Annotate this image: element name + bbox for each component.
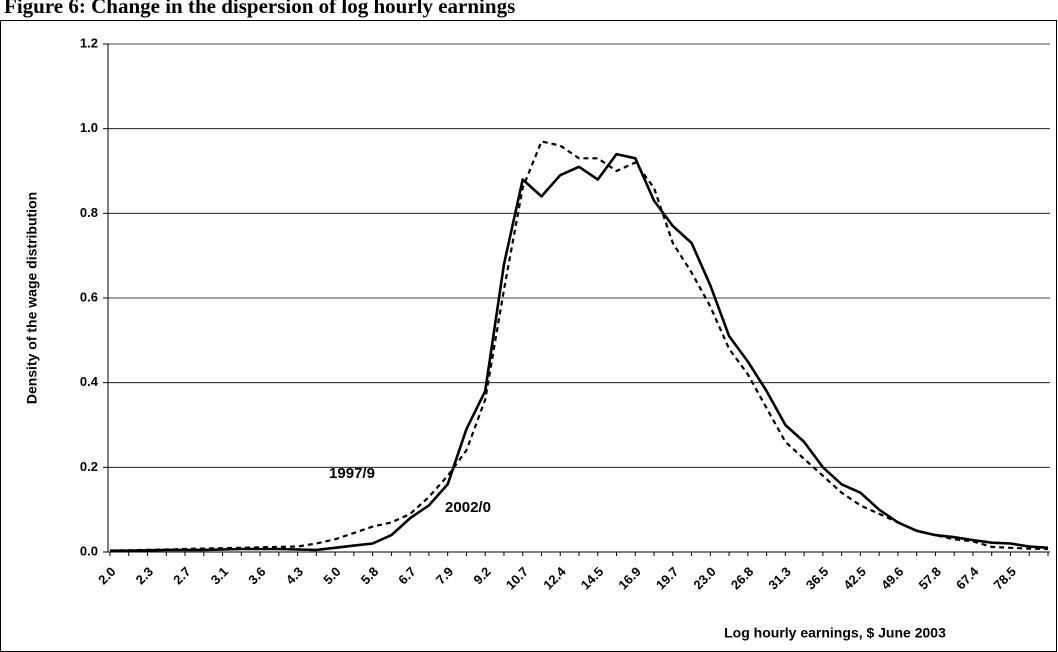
- annotation: 1997/9: [329, 465, 375, 482]
- annotation: 2002/0: [445, 499, 491, 516]
- y-tick-label: 0.2: [80, 459, 98, 474]
- y-tick-label: 0.0: [80, 543, 98, 558]
- x-tick-label: 42.5: [840, 564, 869, 593]
- x-tick-label: 16.9: [615, 564, 644, 593]
- x-tick-label: 12.4: [540, 563, 569, 592]
- x-tick-label: 7.9: [433, 564, 456, 587]
- y-tick-label: 0.6: [80, 289, 98, 304]
- line-series: [109, 140, 1049, 552]
- frame: [0, 20, 1057, 652]
- x-tick-label: 19.7: [653, 564, 682, 593]
- x-tick-label: 36.5: [803, 564, 832, 593]
- x-tick-label: 4.3: [283, 564, 306, 587]
- x-tick-label: 23.0: [690, 564, 719, 593]
- x-tick-label: 2.7: [170, 564, 193, 587]
- y-tick-label: 0.8: [80, 205, 98, 220]
- y-tick-label: 0.4: [80, 374, 99, 389]
- x-tick-label: 26.8: [728, 564, 757, 593]
- x-tick-label: 14.5: [578, 564, 607, 593]
- x-tick-label: 6.7: [395, 564, 418, 587]
- x-axis-title: Log hourly earnings, $ June 2003: [724, 625, 946, 641]
- y-tick-label: 1.0: [80, 120, 98, 135]
- line-series: [110, 152, 1049, 552]
- x-tick-label: 5.8: [358, 564, 381, 587]
- x-tick-label: 9.2: [470, 564, 493, 587]
- x-tick-label: 49.6: [878, 564, 907, 593]
- x-tick-label: 78.5: [991, 564, 1020, 593]
- x-tick-label: 3.1: [208, 564, 231, 587]
- x-tick-label: 10.7: [503, 564, 532, 593]
- x-tick-label: 3.6: [245, 564, 268, 587]
- x-tick-label: 2.3: [133, 564, 156, 587]
- x-tick-label: 57.8: [915, 564, 944, 593]
- y-tick-label: 1.2: [80, 35, 98, 50]
- x-tick-label: 67.4: [953, 563, 982, 592]
- x-tick-label: 2.0: [95, 564, 118, 587]
- x-tick-label: 5.0: [320, 564, 343, 587]
- x-tick-label: 31.3: [765, 564, 794, 593]
- y-axis-title: Density of the wage distribution: [24, 192, 40, 404]
- chart-title: Figure 6: Change in the dispersion of lo…: [4, 0, 515, 18]
